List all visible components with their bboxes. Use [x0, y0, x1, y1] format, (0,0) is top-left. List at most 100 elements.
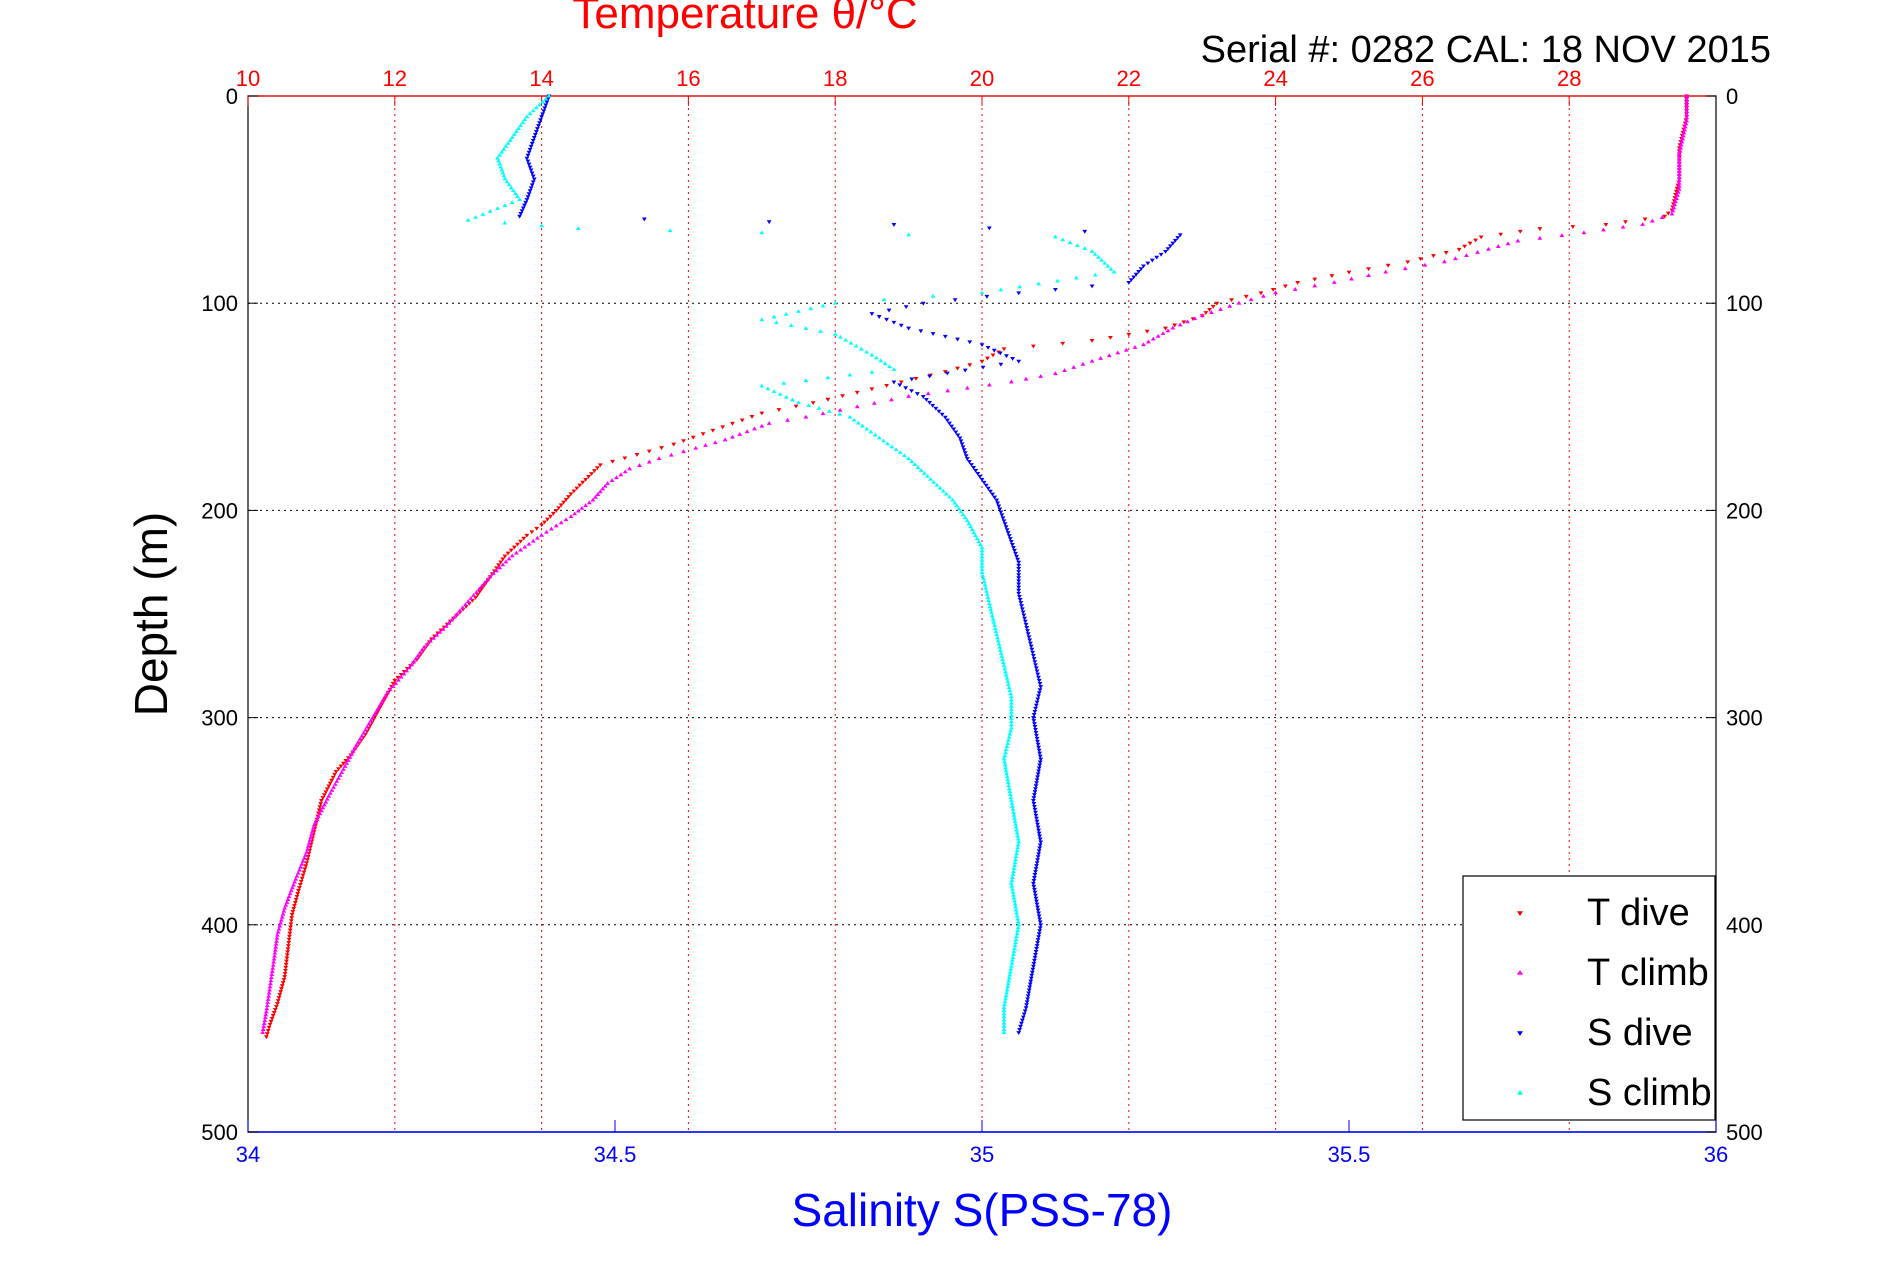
data-point: [1013, 937, 1019, 942]
data-point: [1640, 222, 1645, 226]
data-point: [524, 114, 530, 119]
data-point: [471, 592, 477, 597]
data-point: [951, 427, 957, 432]
data-point: [563, 497, 569, 502]
data-point: [525, 153, 531, 158]
data-point: [996, 504, 1002, 509]
data-point: [963, 454, 969, 459]
temperature-tick-label: 28: [1557, 66, 1581, 91]
data-point: [876, 315, 882, 319]
data-point: [1024, 626, 1030, 630]
data-point: [1060, 237, 1066, 242]
data-point: [593, 494, 598, 499]
data-point: [267, 984, 273, 989]
data-point: [1008, 716, 1014, 721]
data-point: [1681, 130, 1687, 135]
data-point: [1037, 681, 1043, 686]
data-point: [985, 356, 990, 361]
data-point: [515, 542, 520, 547]
data-point: [1013, 904, 1018, 909]
data-point: [292, 879, 298, 884]
data-point: [1038, 923, 1044, 928]
data-point: [990, 616, 996, 621]
data-point: [273, 1005, 279, 1009]
data-point: [497, 161, 503, 166]
data-point: [1009, 801, 1015, 805]
data-point: [516, 126, 521, 130]
data-point: [1676, 180, 1682, 185]
data-point: [287, 934, 292, 939]
data-point: [975, 471, 981, 476]
data-point: [1016, 582, 1022, 587]
data-point: [646, 459, 652, 464]
data-point: [498, 164, 504, 169]
data-point: [909, 459, 915, 463]
data-point: [1012, 943, 1018, 947]
data-point: [1008, 722, 1014, 727]
data-point: [1035, 775, 1040, 780]
data-point: [1029, 973, 1035, 978]
data-point: [511, 545, 517, 550]
data-point: [321, 793, 327, 798]
data-point: [967, 340, 973, 345]
data-point: [294, 873, 300, 878]
data-point: [979, 563, 985, 568]
data-point: [1006, 783, 1012, 788]
data-point: [1010, 886, 1015, 891]
data-point: [1177, 322, 1183, 327]
data-point: [1163, 249, 1168, 254]
data-point: [1004, 990, 1010, 995]
data-point: [431, 635, 436, 640]
data-point: [1418, 257, 1423, 262]
data-point: [656, 456, 662, 461]
data-point: [361, 730, 367, 735]
data-point: [1035, 822, 1040, 827]
data-point: [313, 820, 318, 824]
legend: T dive T climb S dive S climb: [1462, 875, 1716, 1121]
data-point: [440, 626, 446, 631]
data-point: [1005, 777, 1011, 782]
data-point: [364, 724, 370, 729]
data-point: [275, 929, 281, 934]
data-point: [1102, 260, 1108, 265]
data-point: [317, 811, 323, 816]
data-point: [964, 385, 970, 390]
data-point: [1024, 1003, 1029, 1008]
data-point: [288, 919, 294, 924]
data-point: [777, 391, 783, 396]
data-point: [1037, 751, 1043, 756]
data-point: [1676, 183, 1682, 188]
data-point: [342, 764, 348, 768]
data-point: [1030, 964, 1036, 969]
data-point: [825, 375, 831, 380]
data-point: [1089, 358, 1095, 363]
data-point: [357, 736, 363, 741]
data-point: [345, 758, 351, 762]
data-point: [739, 418, 745, 423]
data-point: [1138, 267, 1144, 272]
data-point: [535, 127, 540, 131]
data-point: [1154, 255, 1160, 260]
data-point: [1003, 747, 1009, 752]
data-point: [759, 230, 765, 235]
data-point: [526, 541, 532, 546]
data-point: [646, 449, 652, 454]
data-point: [508, 548, 514, 553]
data-point: [347, 755, 353, 759]
data-point: [1022, 1009, 1028, 1014]
data-point: [987, 604, 993, 609]
data-point: [372, 712, 378, 716]
data-point: [1025, 997, 1031, 1002]
data-point: [1675, 189, 1681, 194]
data-point: [331, 784, 337, 789]
data-point: [261, 1021, 267, 1026]
data-point: [1010, 543, 1015, 547]
data-point: [1036, 935, 1042, 940]
data-point: [539, 223, 544, 228]
data-point: [283, 965, 289, 970]
data-point: [1030, 650, 1036, 655]
data-point: [1004, 528, 1010, 533]
data-point: [1008, 725, 1014, 730]
data-point: [288, 888, 294, 893]
